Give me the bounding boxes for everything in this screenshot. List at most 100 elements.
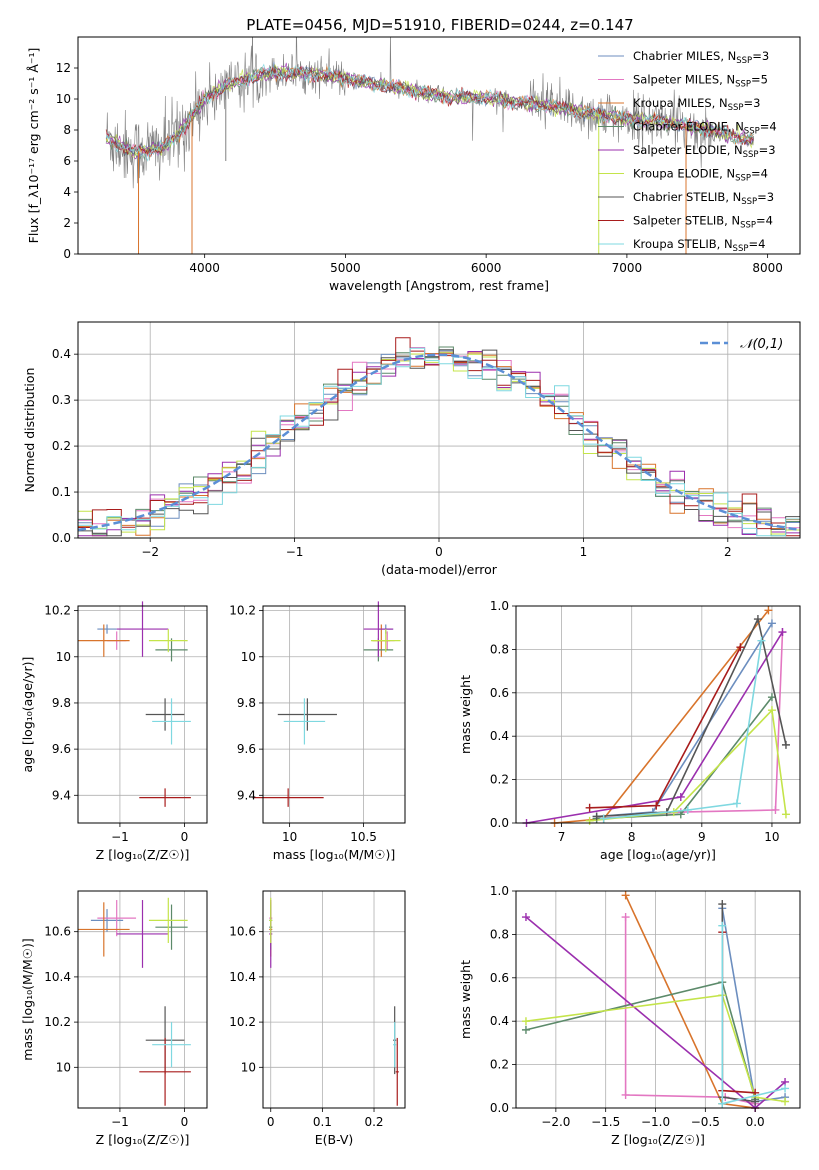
legend-n: N bbox=[728, 49, 737, 63]
axes-frame bbox=[77, 605, 208, 824]
legend-label: Kroupa STELIB, NSSP=4 bbox=[633, 237, 765, 254]
series-point-kroupa_stelib bbox=[757, 636, 766, 645]
x-tick-label: 7 bbox=[558, 830, 566, 844]
x-tick-label: 0.0 bbox=[746, 1115, 765, 1129]
x-tick-label: −1 bbox=[286, 545, 304, 559]
series-line-kroupa_miles bbox=[554, 609, 770, 824]
legend-count: =4 bbox=[760, 120, 777, 134]
legend-label: Kroupa ELODIE, NSSP=4 bbox=[633, 167, 768, 184]
series-point-chabrier_stelib bbox=[781, 740, 790, 749]
series-line-salpeter_elodie bbox=[526, 631, 784, 824]
legend-label: Salpeter ELODIE, NSSP=3 bbox=[633, 143, 776, 160]
y-tick-label: 10 bbox=[56, 1060, 71, 1074]
series-point-kroupa_elodie bbox=[781, 1097, 790, 1106]
axes-frame bbox=[262, 605, 406, 824]
series-point-kroupa_stelib bbox=[718, 921, 727, 930]
legend-ssp: SSP bbox=[735, 174, 751, 184]
plot-area-mass_vs_age bbox=[252, 601, 401, 807]
y-tick-label: 0.0 bbox=[490, 1101, 509, 1115]
y-tick-label: 9.8 bbox=[237, 696, 256, 710]
y-tick-label: 0.2 bbox=[52, 439, 71, 453]
series-point-chabrier_stelib bbox=[718, 900, 727, 909]
y-axis-label: Normed distribution bbox=[22, 368, 37, 493]
x-tick-label: 7000 bbox=[612, 261, 643, 275]
series-point-chabrier_stelib bbox=[592, 812, 601, 821]
legend-label: Chabrier MILES, NSSP=3 bbox=[633, 49, 769, 66]
legend-label: Chabrier ELODIE, NSSP=4 bbox=[633, 120, 777, 137]
series-point-salpeter_stelib bbox=[736, 643, 745, 652]
y-tick-label: 10.6 bbox=[229, 925, 256, 939]
series-line-salpeter_miles bbox=[596, 631, 784, 820]
series-point-salpeter_stelib bbox=[585, 803, 594, 812]
legend-n: N bbox=[735, 120, 744, 134]
axes-frame bbox=[262, 890, 406, 1109]
series-point-kroupa_stelib bbox=[732, 799, 741, 808]
y-tick-label: 10 bbox=[241, 650, 256, 664]
series-point-salpeter_elodie bbox=[521, 913, 530, 922]
panel-ebv_vs_mass: 0 0.1 0.2 10 10.2 10.4 10.6 E(B-V) bbox=[229, 890, 406, 1147]
legend-count: =3 bbox=[757, 190, 774, 204]
legend-count: =3 bbox=[743, 96, 760, 110]
y-tick-label: 9.4 bbox=[52, 788, 71, 802]
legend-ssp: SSP bbox=[735, 80, 751, 90]
series-point-salpeter_elodie bbox=[778, 628, 787, 637]
legend-label: Salpeter STELIB, NSSP=4 bbox=[633, 214, 773, 231]
x-tick-label: 0 bbox=[435, 545, 443, 559]
panel-z_mass_weight: −2.0 −1.5 −1.0 −0.5 0.0 0.0 0.2 0.4 0.6 0.8 1.0 Z [… bbox=[458, 884, 801, 1147]
series-line-chabrier_elodie bbox=[525, 981, 756, 1100]
x-tick-label: 4000 bbox=[189, 261, 220, 275]
y-tick-label: 10.6 bbox=[44, 925, 71, 939]
legend-ssp: SSP bbox=[741, 197, 757, 207]
legend-count: =4 bbox=[748, 237, 765, 251]
x-tick-label: 10 bbox=[764, 830, 779, 844]
legend-ssp: SSP bbox=[744, 127, 760, 137]
series-point-salpeter_stelib bbox=[652, 801, 661, 810]
legend-label: 𝒩(0,1) bbox=[740, 337, 783, 352]
legend-ssp: SSP bbox=[728, 103, 744, 113]
x-tick-label: −2.0 bbox=[541, 1115, 570, 1129]
legend-label: Chabrier STELIB, NSSP=3 bbox=[633, 190, 774, 207]
spectrum-lines bbox=[105, 37, 754, 254]
series-point-kroupa_elodie bbox=[521, 1017, 530, 1026]
legend-label: Kroupa MILES, NSSP=3 bbox=[633, 96, 760, 113]
series-point-salpeter_elodie bbox=[676, 792, 685, 801]
x-tick-label: 0 bbox=[267, 1115, 275, 1129]
series-point-kroupa_stelib bbox=[781, 1084, 790, 1093]
panel-mass_vs_age: 10 10.5 9.4 9.6 9.8 10 10.2 mass [log₁₀(M/M☉)] bbox=[229, 601, 406, 862]
plot-area-ebv_vs_mass bbox=[269, 897, 399, 1106]
series-point-chabrier_stelib bbox=[751, 1097, 760, 1106]
plot-area-spectrum: Chabrier MILES, NSSP=3 Salpeter MILES, NS… bbox=[105, 37, 777, 254]
histogram-salpeter_stelib bbox=[78, 337, 800, 538]
legend-ssp: SSP bbox=[743, 150, 759, 160]
y-tick-label: 0 bbox=[63, 247, 71, 261]
y-tick-label: 9.4 bbox=[237, 788, 256, 802]
x-tick-label: 0 bbox=[181, 1115, 189, 1129]
x-tick-label: −1 bbox=[111, 1115, 129, 1129]
legend-count: =4 bbox=[756, 214, 773, 228]
series-point-kroupa_elodie bbox=[767, 706, 776, 715]
histograms bbox=[78, 337, 800, 538]
x-tick-label: 8000 bbox=[752, 261, 783, 275]
y-tick-label: 1.0 bbox=[490, 599, 509, 613]
legend-ssp: SSP bbox=[740, 221, 756, 231]
series-point-kroupa_elodie bbox=[781, 810, 790, 819]
x-tick-label: 0.2 bbox=[364, 1115, 383, 1129]
series-point-salpeter_miles bbox=[621, 913, 630, 922]
y-tick-label: 10.2 bbox=[229, 1015, 256, 1029]
series-point-chabrier_elodie bbox=[676, 810, 685, 819]
x-axis-label: Z [log₁₀(Z/Z☉)] bbox=[96, 1132, 190, 1147]
series-line-chabrier_miles bbox=[596, 622, 773, 818]
x-axis-label: mass [log₁₀(M/M☉)] bbox=[273, 847, 395, 862]
series-point-salpeter_miles bbox=[621, 1090, 630, 1099]
series-line-kroupa_elodie bbox=[525, 994, 786, 1103]
plot-area-z_mass_weight bbox=[521, 891, 790, 1112]
y-tick-label: 2 bbox=[63, 216, 71, 230]
x-axis-label: wavelength [Angstrom, rest frame] bbox=[329, 278, 549, 293]
axes-frame bbox=[77, 890, 208, 1109]
legend-n: N bbox=[733, 190, 742, 204]
y-tick-label: 0.8 bbox=[490, 642, 509, 656]
panel-residuals: 𝒩(0,1) −2 −1 0 1 2 0.0 0.1 0.2 0.3 0.4 (data-model)… bbox=[22, 321, 801, 577]
x-tick-label: 10.5 bbox=[350, 830, 377, 844]
y-tick-label: 0.4 bbox=[52, 347, 71, 361]
y-tick-label: 9.6 bbox=[237, 742, 256, 756]
